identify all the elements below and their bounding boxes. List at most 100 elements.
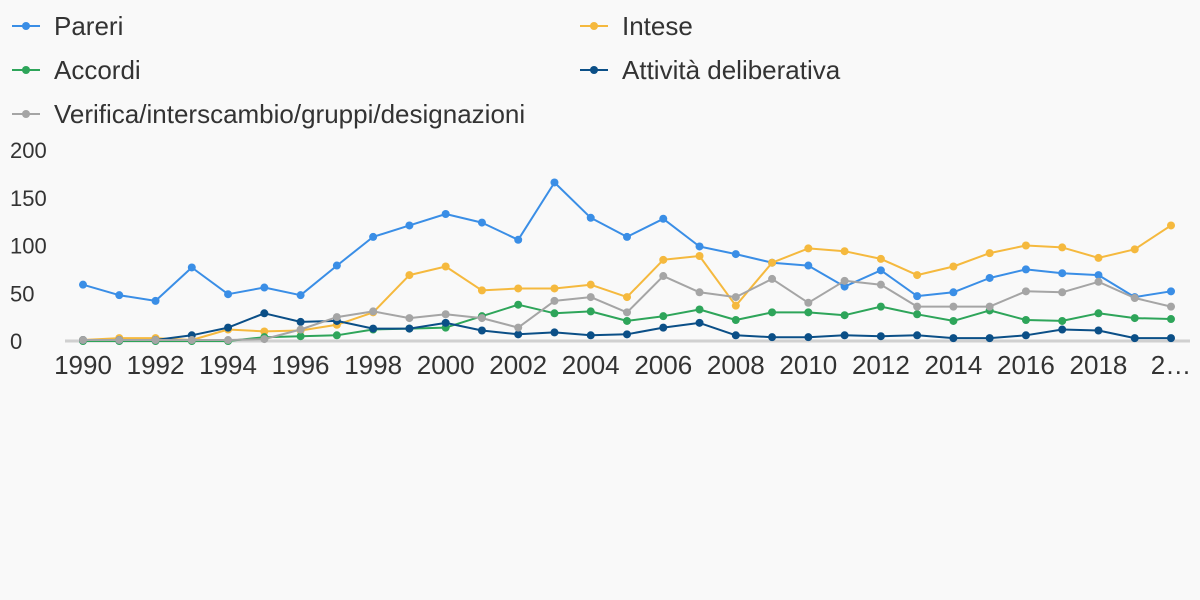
data-point-pareri[interactable] bbox=[586, 213, 595, 222]
data-point-verifica[interactable] bbox=[876, 280, 885, 289]
data-point-pareri[interactable] bbox=[260, 283, 269, 292]
data-point-accordi[interactable] bbox=[949, 316, 958, 325]
data-point-pareri[interactable] bbox=[1094, 271, 1103, 280]
data-point-pareri[interactable] bbox=[985, 273, 994, 282]
data-point-attivita-deliberativa[interactable] bbox=[840, 331, 849, 340]
data-point-accordi[interactable] bbox=[586, 307, 595, 316]
data-point-intese[interactable] bbox=[1021, 241, 1030, 250]
data-point-attivita-deliberativa[interactable] bbox=[1130, 334, 1139, 343]
data-point-attivita-deliberativa[interactable] bbox=[514, 330, 523, 339]
data-point-accordi[interactable] bbox=[1021, 315, 1030, 324]
data-point-intese[interactable] bbox=[1058, 243, 1067, 252]
data-point-intese[interactable] bbox=[913, 271, 922, 280]
data-point-pareri[interactable] bbox=[550, 178, 559, 187]
data-point-intese[interactable] bbox=[260, 327, 269, 336]
data-point-attivita-deliberativa[interactable] bbox=[550, 328, 559, 337]
data-point-verifica[interactable] bbox=[1021, 287, 1030, 296]
data-point-accordi[interactable] bbox=[550, 309, 559, 318]
data-point-pareri[interactable] bbox=[1021, 265, 1030, 274]
data-point-pareri[interactable] bbox=[840, 282, 849, 291]
data-point-intese[interactable] bbox=[804, 244, 813, 253]
data-point-accordi[interactable] bbox=[1130, 314, 1139, 323]
data-point-pareri[interactable] bbox=[731, 250, 740, 259]
data-point-attivita-deliberativa[interactable] bbox=[1058, 325, 1067, 334]
data-point-pareri[interactable] bbox=[623, 232, 631, 241]
data-point-pareri[interactable] bbox=[369, 232, 378, 241]
data-point-pareri[interactable] bbox=[659, 214, 668, 223]
data-point-accordi[interactable] bbox=[1167, 315, 1175, 324]
data-point-pareri[interactable] bbox=[405, 221, 414, 230]
data-point-pareri[interactable] bbox=[332, 261, 341, 270]
data-point-verifica[interactable] bbox=[151, 336, 160, 345]
data-point-pareri[interactable] bbox=[115, 291, 124, 300]
data-point-intese[interactable] bbox=[768, 258, 777, 267]
data-point-intese[interactable] bbox=[514, 284, 523, 293]
legend-item-attivita-deliberativa[interactable]: Attività deliberativa bbox=[570, 55, 840, 85]
data-point-verifica[interactable] bbox=[949, 302, 958, 311]
data-point-verifica[interactable] bbox=[187, 336, 196, 345]
data-point-attivita-deliberativa[interactable] bbox=[623, 330, 631, 339]
data-point-attivita-deliberativa[interactable] bbox=[477, 326, 486, 335]
data-point-attivita-deliberativa[interactable] bbox=[768, 333, 777, 342]
data-point-intese[interactable] bbox=[985, 249, 994, 258]
data-point-attivita-deliberativa[interactable] bbox=[260, 309, 269, 318]
data-point-accordi[interactable] bbox=[1058, 316, 1067, 325]
data-point-verifica[interactable] bbox=[115, 336, 124, 345]
data-point-verifica[interactable] bbox=[260, 335, 269, 344]
data-point-attivita-deliberativa[interactable] bbox=[296, 317, 305, 326]
data-point-pareri[interactable] bbox=[514, 235, 523, 244]
data-point-intese[interactable] bbox=[441, 262, 450, 271]
data-point-attivita-deliberativa[interactable] bbox=[586, 331, 595, 340]
data-point-attivita-deliberativa[interactable] bbox=[405, 324, 414, 333]
data-point-verifica[interactable] bbox=[224, 336, 233, 345]
data-point-attivita-deliberativa[interactable] bbox=[876, 332, 885, 341]
data-point-pareri[interactable] bbox=[804, 261, 813, 270]
data-point-attivita-deliberativa[interactable] bbox=[695, 318, 704, 327]
data-point-verifica[interactable] bbox=[477, 314, 486, 323]
data-point-pareri[interactable] bbox=[224, 290, 233, 299]
data-point-verifica[interactable] bbox=[332, 313, 341, 322]
data-point-pareri[interactable] bbox=[477, 218, 486, 227]
data-point-intese[interactable] bbox=[731, 301, 740, 310]
data-point-accordi[interactable] bbox=[332, 331, 341, 340]
data-point-accordi[interactable] bbox=[514, 300, 523, 309]
data-point-intese[interactable] bbox=[1167, 221, 1175, 230]
data-point-intese[interactable] bbox=[949, 262, 958, 271]
data-point-accordi[interactable] bbox=[659, 312, 668, 321]
data-point-accordi[interactable] bbox=[913, 310, 922, 319]
data-point-verifica[interactable] bbox=[296, 325, 305, 334]
data-point-pareri[interactable] bbox=[187, 263, 196, 272]
data-point-verifica[interactable] bbox=[586, 293, 595, 302]
data-point-verifica[interactable] bbox=[731, 293, 740, 302]
data-point-verifica[interactable] bbox=[985, 302, 994, 311]
data-point-accordi[interactable] bbox=[695, 305, 704, 314]
data-point-accordi[interactable] bbox=[768, 308, 777, 317]
legend-item-verifica[interactable]: Verifica/interscambio/gruppi/designazion… bbox=[2, 99, 525, 129]
data-point-accordi[interactable] bbox=[840, 311, 849, 320]
data-point-pareri[interactable] bbox=[1058, 269, 1067, 278]
legend-item-accordi[interactable]: Accordi bbox=[2, 55, 141, 85]
data-point-pareri[interactable] bbox=[151, 296, 160, 305]
data-point-intese[interactable] bbox=[586, 280, 595, 289]
data-point-attivita-deliberativa[interactable] bbox=[1167, 334, 1175, 343]
data-point-intese[interactable] bbox=[1094, 253, 1103, 262]
data-point-intese[interactable] bbox=[1130, 245, 1139, 254]
data-point-attivita-deliberativa[interactable] bbox=[804, 333, 813, 342]
data-point-verifica[interactable] bbox=[804, 298, 813, 307]
data-point-verifica[interactable] bbox=[1058, 288, 1067, 297]
data-point-attivita-deliberativa[interactable] bbox=[1094, 326, 1103, 335]
data-point-accordi[interactable] bbox=[623, 316, 631, 325]
data-point-verifica[interactable] bbox=[441, 310, 450, 319]
data-point-intese[interactable] bbox=[550, 284, 559, 293]
data-point-intese[interactable] bbox=[695, 252, 704, 261]
data-point-verifica[interactable] bbox=[913, 302, 922, 311]
data-point-attivita-deliberativa[interactable] bbox=[441, 318, 450, 327]
data-point-pareri[interactable] bbox=[1167, 287, 1175, 296]
data-point-verifica[interactable] bbox=[1094, 277, 1103, 286]
data-point-pareri[interactable] bbox=[695, 242, 704, 251]
data-point-pareri[interactable] bbox=[913, 292, 922, 301]
data-point-attivita-deliberativa[interactable] bbox=[913, 331, 922, 340]
data-point-verifica[interactable] bbox=[1167, 302, 1175, 311]
data-point-attivita-deliberativa[interactable] bbox=[1021, 331, 1030, 340]
data-point-verifica[interactable] bbox=[695, 288, 704, 297]
